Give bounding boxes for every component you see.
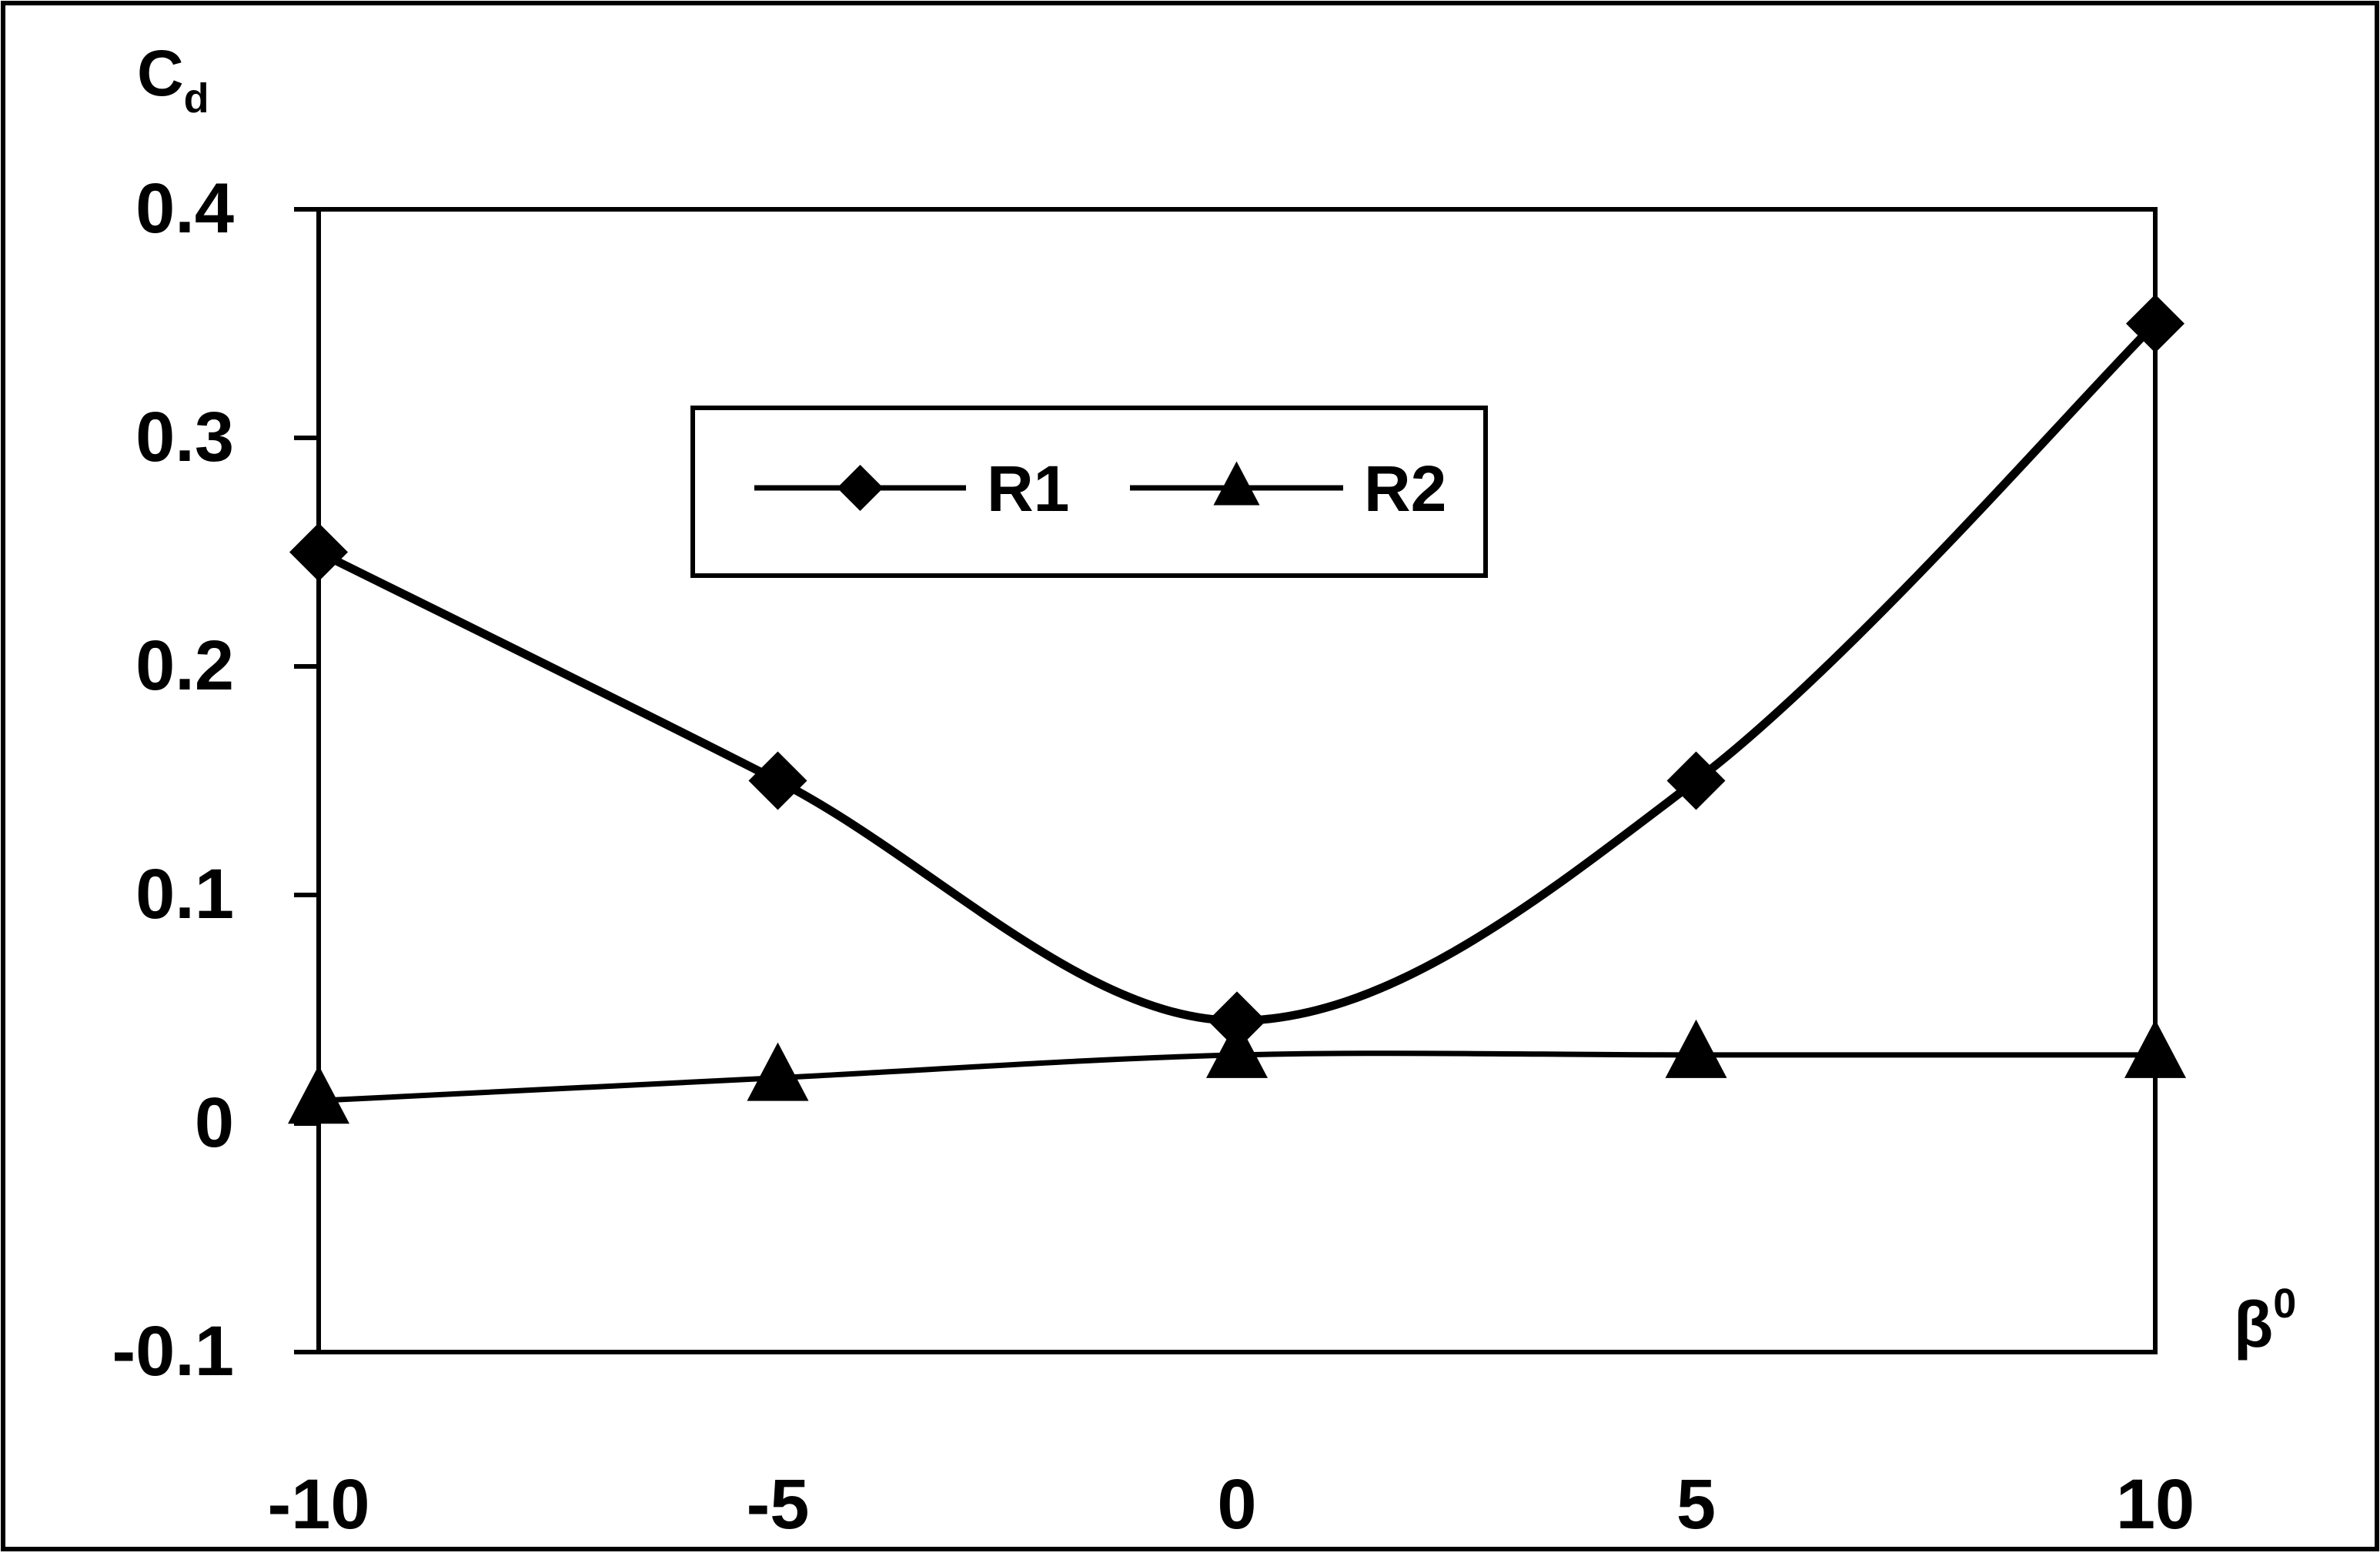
plot-frame	[316, 207, 2158, 1354]
data-point	[2126, 294, 2184, 353]
legend-marker	[837, 465, 884, 511]
y-tick-label: 0.3	[135, 398, 234, 476]
legend-entry-r1: R1	[754, 452, 1069, 525]
x-tick-label: 5	[1676, 1465, 1716, 1544]
data-point	[2124, 1019, 2186, 1078]
x-axis-label-sup: 0	[2273, 1281, 2296, 1327]
legend-entry-r2: R2	[1130, 452, 1446, 525]
y-axis-label: Cd	[137, 37, 209, 122]
legend-box	[690, 406, 1488, 578]
data-point	[1666, 751, 1726, 810]
data-point	[748, 751, 807, 810]
x-tick-label: 10	[2116, 1465, 2194, 1544]
data-point	[1206, 1019, 1268, 1078]
legend-label: R2	[1364, 452, 1446, 525]
legend: R1 R2	[690, 406, 1488, 578]
legend-marker	[1213, 461, 1260, 506]
series-r1	[289, 294, 2184, 1050]
y-tick-label: 0.4	[135, 169, 234, 248]
x-axis-label: β0	[2234, 1281, 2296, 1361]
axes: 0.4 0.3 0.2 0.1 0 -0.1 -10 -5 0 5 10	[112, 169, 2194, 1544]
y-axis-label-sub: d	[184, 75, 209, 122]
x-tick-label: 0	[1217, 1465, 1256, 1544]
x-tick-label: -10	[268, 1465, 370, 1544]
data-point	[1665, 1019, 1727, 1078]
y-tick-label: 0.1	[135, 855, 234, 933]
x-tick-label: -5	[747, 1465, 810, 1544]
data-point	[747, 1042, 809, 1101]
series-r2	[288, 1019, 2186, 1124]
legend-label: R1	[987, 452, 1069, 525]
data-point	[289, 523, 348, 582]
y-tick-label: 0	[195, 1084, 234, 1162]
y-tick-label: -0.1	[112, 1312, 234, 1391]
y-axis-label-main: C	[137, 37, 184, 109]
data-point	[288, 1065, 349, 1124]
y-tick-label: 0.2	[135, 626, 234, 705]
x-axis-label-main: β	[2234, 1288, 2273, 1361]
series-layer	[288, 294, 2186, 1124]
